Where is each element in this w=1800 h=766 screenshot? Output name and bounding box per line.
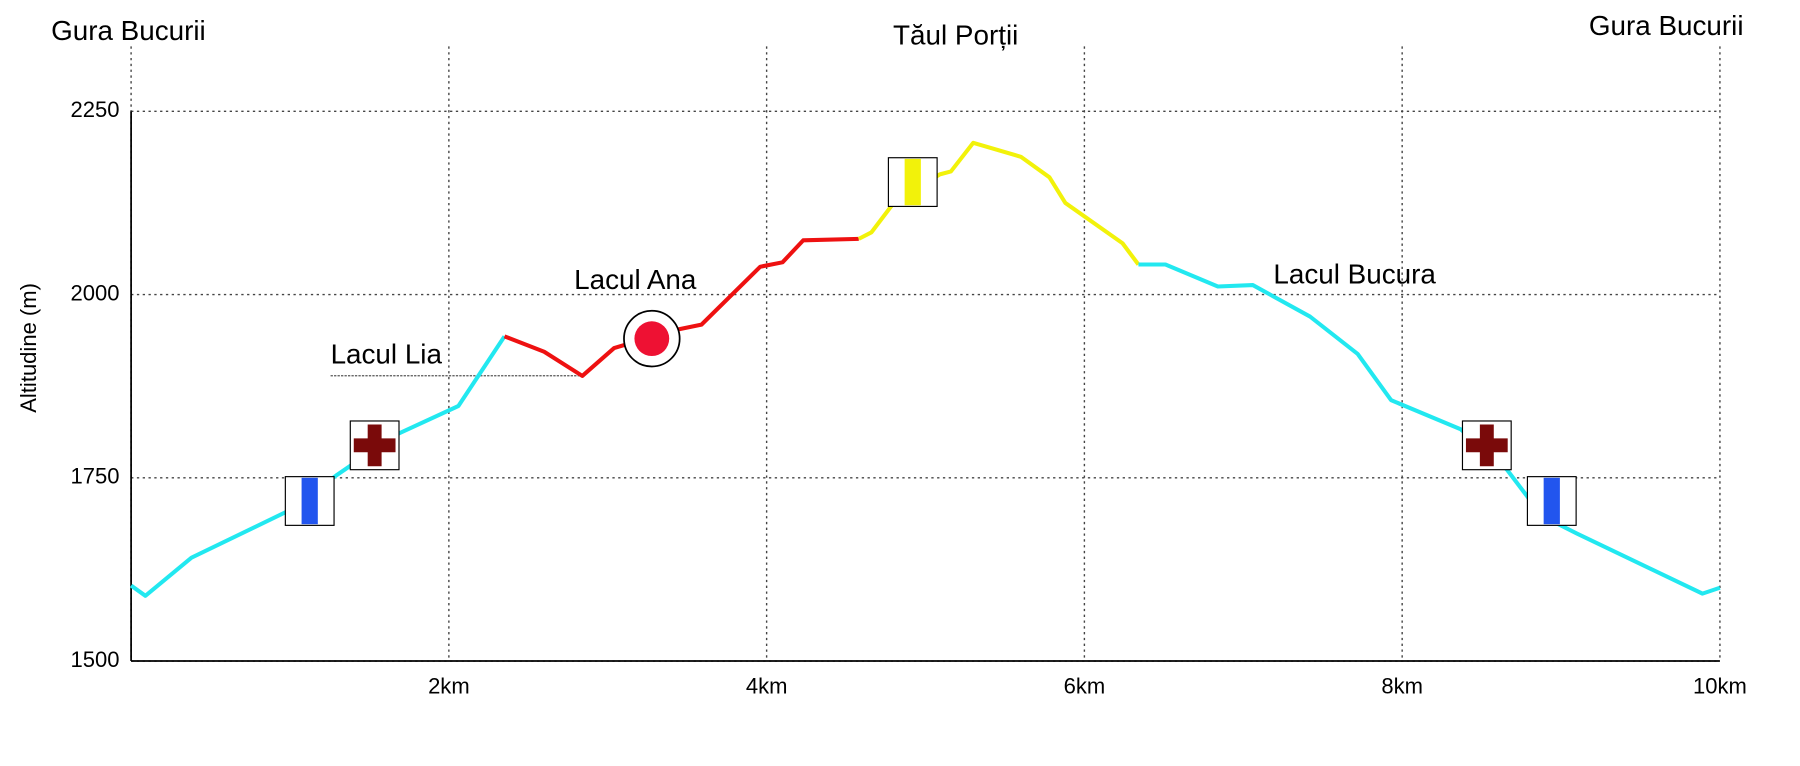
y-axis-label: Altitudine (m) bbox=[16, 283, 41, 413]
trail-marker bbox=[353, 424, 396, 467]
icons: 1500 1750 2000 2250 2km 4km 6km 8km 10km Altitudi… bbox=[16, 46, 1747, 699]
y-tick-label: 1750 bbox=[71, 464, 120, 489]
x-tick-label: 8km bbox=[1381, 674, 1423, 699]
trail-marker bbox=[1465, 424, 1508, 467]
annotation: Lacul Bucura bbox=[1273, 258, 1436, 289]
elevation-line bbox=[503, 236, 859, 378]
annotation: Lacul Lia bbox=[331, 338, 443, 369]
elevation-line bbox=[1138, 262, 1721, 596]
trail-marker bbox=[904, 158, 921, 206]
y-tick-label: 2000 bbox=[71, 280, 120, 305]
lake-marker bbox=[634, 321, 670, 357]
elevation-line bbox=[857, 140, 1141, 266]
trail-marker bbox=[1543, 477, 1560, 525]
x-tick-label: 6km bbox=[1064, 674, 1106, 699]
annotation: Tăul Porții bbox=[893, 19, 1018, 50]
annotation: Lacul Ana bbox=[574, 264, 697, 295]
annotation: Gura Bucurii bbox=[51, 15, 206, 46]
y-tick-label: 2250 bbox=[71, 97, 120, 122]
trail-marker bbox=[301, 477, 318, 525]
x-tick-label: 2km bbox=[428, 674, 470, 699]
y-tick-label: 1500 bbox=[71, 647, 120, 672]
annotation: Gura Bucurii bbox=[1589, 10, 1744, 41]
x-tick-label: 4km bbox=[746, 674, 788, 699]
x-tick-label: 10km bbox=[1693, 674, 1747, 699]
